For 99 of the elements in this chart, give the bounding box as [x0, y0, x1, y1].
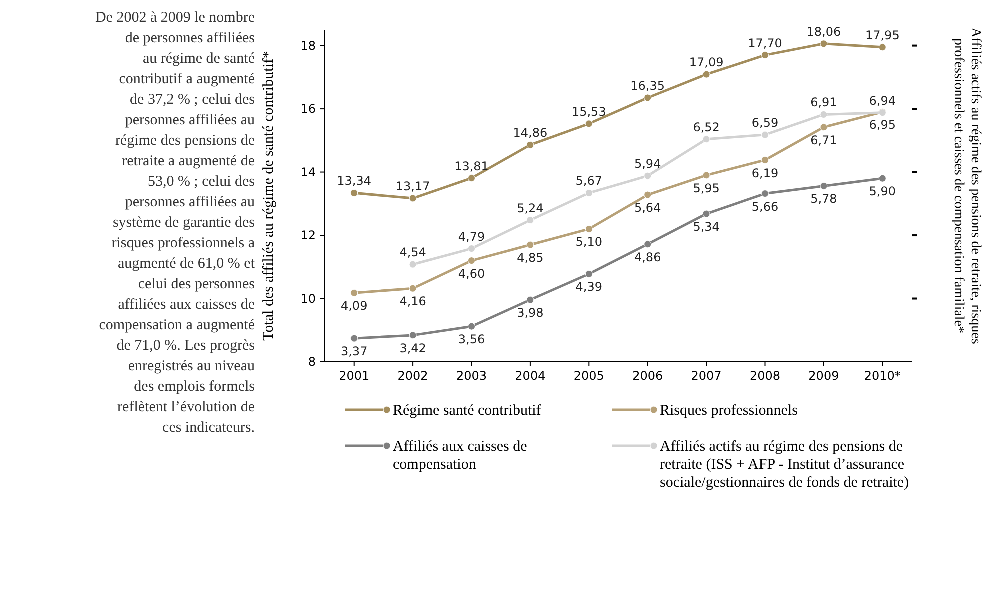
data-label: 4,39	[576, 280, 603, 294]
y-tick-label: 8	[308, 355, 316, 369]
data-label: 5,67	[576, 174, 603, 188]
point	[820, 40, 828, 48]
data-label: 6,91	[810, 96, 838, 110]
data-label: 5,95	[693, 181, 720, 196]
data-label: 5,90	[869, 184, 896, 199]
point	[644, 191, 652, 199]
legend-label: Affiliés aux caisses de compensation	[393, 439, 528, 473]
data-label: 4,85	[517, 251, 544, 266]
data-label: 4,60	[458, 266, 486, 281]
data-label: 6,59	[752, 116, 779, 130]
point	[644, 94, 652, 102]
point	[585, 270, 593, 278]
x-tick-label: 2002	[398, 369, 428, 383]
point	[409, 284, 417, 292]
data-label: 6,19	[752, 166, 779, 180]
x-tick-label: 2010*	[864, 369, 901, 383]
data-label: 13,17	[396, 180, 430, 194]
y2-axis-title: Affiliés actifs au régime des pensions de retraite, risques professionnels et caisses de compensation familiale*	[951, 28, 983, 344]
point	[468, 257, 476, 265]
data-label: 6,94	[869, 94, 896, 108]
point	[762, 156, 769, 164]
data-label: 14,86	[513, 126, 548, 140]
x-tick-label: 2005	[574, 369, 604, 383]
data-label: 5,94	[634, 157, 662, 172]
point	[409, 194, 417, 202]
data-label: 17,95	[865, 28, 900, 42]
x-tick-label: 2009	[808, 369, 840, 383]
point	[878, 174, 886, 182]
x-tick-label: 2007	[691, 369, 722, 383]
point	[820, 110, 828, 118]
point	[350, 334, 358, 342]
legend-label: Risques professionnels	[660, 403, 798, 419]
point	[585, 189, 593, 197]
point	[702, 70, 710, 78]
data-label: 4,16	[400, 294, 426, 309]
y-tick-label: 16	[300, 102, 316, 116]
point	[702, 172, 710, 180]
point	[468, 322, 476, 330]
data-label: 5,10	[576, 235, 603, 250]
data-label: 5,34	[693, 220, 720, 234]
point	[644, 240, 652, 248]
point	[702, 136, 710, 144]
point	[644, 172, 652, 180]
data-label: 6,95	[869, 118, 896, 132]
data-label: 4,54	[400, 246, 426, 260]
data-label: 3,42	[400, 341, 426, 356]
data-label: 3,56	[458, 332, 486, 347]
data-label: 13,81	[454, 159, 489, 174]
data-label: 17,09	[689, 56, 724, 70]
data-label: 5,64	[634, 201, 662, 216]
y-tick-label: 12	[300, 228, 316, 243]
x-tick-label: 2008	[750, 369, 781, 383]
y-tick-label: 10	[300, 292, 316, 306]
point	[468, 245, 476, 253]
text: De 2002 à 2009 le nombre de personnes affiliées au régime de santé contributif a augmenté de 37,2 % ; celui des personnes affiliées au régime des pensions de retraite a augmenté de 53,0 % ; celui des personnes affiliées au système de garantie des risques professionnels a augmenté de 61,0 % et celui des personnes affiliées aux caisses de compensation a augmenté de 71,0 %. Les progrès enregistrés au niveau des emplois formels reflètent l’évolution de ces indicateurs.	[95, 10, 255, 436]
data-label: 5,78	[810, 192, 838, 206]
data-label: 5,24	[517, 201, 544, 216]
point	[762, 52, 769, 60]
data-label: 3,98	[517, 306, 544, 320]
data-label: 4,79	[458, 230, 486, 244]
point	[585, 225, 593, 233]
point	[409, 260, 417, 268]
data-label: 4,09	[340, 299, 368, 314]
point	[468, 174, 476, 182]
point	[762, 131, 769, 139]
data-label: 6,52	[693, 120, 720, 134]
point	[526, 241, 534, 249]
data-label: 13,34	[337, 174, 372, 188]
point	[526, 141, 534, 149]
y-tick-label: 14	[300, 165, 316, 180]
point	[820, 182, 828, 190]
x-tick-label: 2006	[632, 369, 664, 383]
x-tick-label: 2001	[339, 369, 370, 383]
x-tick-label: 2003	[456, 369, 488, 383]
legend-label: Régime santé contributif	[393, 403, 542, 419]
data-label: 18,06	[806, 24, 842, 39]
point	[820, 124, 828, 132]
point	[585, 120, 593, 128]
data-label: 15,53	[572, 104, 606, 119]
point	[702, 210, 710, 218]
point	[762, 190, 769, 198]
point	[350, 289, 358, 297]
point	[878, 44, 886, 52]
y-axis-title: Total des affiliés au régime de santé contributif*	[261, 51, 277, 341]
data-label: 3,37	[340, 344, 368, 359]
point	[526, 216, 534, 224]
data-label: 16,35	[630, 78, 666, 93]
y-tick-label: 18	[300, 38, 316, 53]
data-label: 6,71	[810, 133, 838, 148]
data-label: 5,66	[752, 200, 779, 214]
legend-label: Affiliés actifs au régime des pensions de retraite (ISS + AFP - Institut d’assurance sociale/gestionnaires de fonds de retraite)	[660, 439, 910, 491]
point	[350, 189, 358, 197]
point	[526, 296, 534, 304]
x-tick-label: 2004	[515, 369, 546, 383]
data-label: 17,70	[748, 36, 782, 50]
point	[409, 332, 417, 340]
data-label: 4,86	[634, 250, 662, 264]
